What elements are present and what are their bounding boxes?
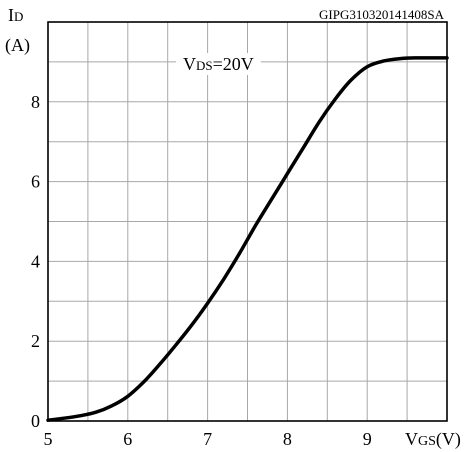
annotation: VDS=20V: [183, 54, 254, 74]
annotation-background: [176, 53, 261, 75]
tick-labels: 5 6 7 8 9 0 2 4 6 8: [31, 92, 372, 449]
y-tick-label: 0: [31, 411, 40, 431]
annotation-sub: DS: [196, 58, 213, 73]
y-tick-label: 2: [31, 331, 40, 351]
grid: [48, 22, 447, 421]
y-tick-label: 6: [31, 172, 40, 192]
x-axis-title: VGS(V): [405, 429, 461, 450]
x-axis-title-sub: GS: [418, 434, 436, 449]
x-tick-label: 7: [203, 429, 212, 449]
annotation-rest: =20V: [213, 54, 254, 74]
x-axis-title-main: V: [405, 429, 418, 449]
x-axis-title-unit: (V): [436, 429, 461, 450]
x-tick-label: 5: [44, 429, 53, 449]
plot-frame: [47, 21, 448, 422]
y-axis-unit: (A): [5, 35, 30, 56]
x-tick-label: 9: [363, 429, 372, 449]
y-tick-label: 4: [31, 251, 40, 271]
series-line: [46, 56, 449, 422]
y-axis-title: ID: [8, 5, 23, 25]
series-group: [46, 56, 449, 422]
figure-id: GIPG310320141408SA: [319, 7, 445, 22]
y-axis-title-sub: D: [14, 9, 23, 24]
y-tick-label: 8: [31, 92, 40, 112]
annotation-main: V: [183, 54, 196, 74]
x-tick-label: 8: [283, 429, 292, 449]
x-tick-label: 6: [123, 429, 132, 449]
y-axis-title-main: I: [8, 5, 14, 25]
